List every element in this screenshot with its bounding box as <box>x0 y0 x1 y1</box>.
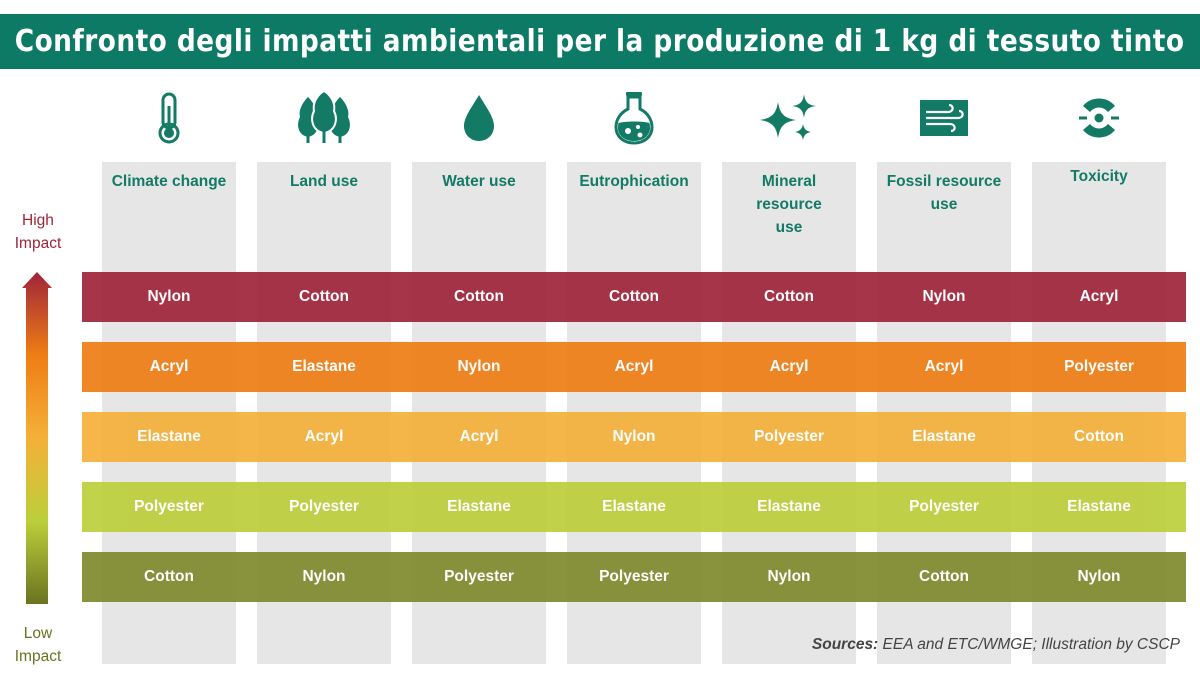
impact-row-medium: Elastane Acryl Acryl Nylon Polyester Ela… <box>82 412 1186 462</box>
material-cell: Elastane <box>1067 498 1131 515</box>
material-cell: Nylon <box>147 288 191 305</box>
trees-icon <box>257 88 391 148</box>
material-cell: Cotton <box>1074 428 1124 445</box>
sources-text: EEA and ETC/WMGE; Illustration by CSCP <box>878 636 1180 653</box>
material-cell: Elastane <box>602 498 666 515</box>
material-cell: Cotton <box>144 568 194 585</box>
material-cell: Cotton <box>919 568 969 585</box>
material-cell: Acryl <box>304 428 344 445</box>
impact-row-high: Acryl Elastane Nylon Acryl Acryl Acryl P… <box>82 342 1186 392</box>
category-heading: Eutrophication <box>579 173 689 190</box>
material-cell: Nylon <box>457 358 501 375</box>
material-cell: Polyester <box>444 568 514 585</box>
material-cell: Cotton <box>609 288 659 305</box>
material-cell: Cotton <box>764 288 814 305</box>
low-impact-label: Low Impact <box>14 625 62 665</box>
water-drop-icon <box>412 88 546 148</box>
title-bar: Confronto degli impatti ambientali per l… <box>0 14 1200 69</box>
sources-label: Sources: <box>811 636 879 653</box>
material-cell: Elastane <box>292 358 356 375</box>
material-cell: Polyester <box>134 498 204 515</box>
category-heading: Toxicity <box>1070 168 1128 185</box>
material-cell: Nylon <box>922 288 966 305</box>
category-heading: Water use <box>442 173 516 190</box>
thermometer-icon <box>102 88 236 148</box>
material-cell: Cotton <box>299 288 349 305</box>
impact-row-low: Polyester Polyester Elastane Elastane El… <box>82 482 1186 532</box>
impact-row-highest: Nylon Cotton Cotton Cotton Cotton Nylon … <box>82 272 1186 322</box>
impact-row-lowest: Cotton Nylon Polyester Polyester Nylon C… <box>82 552 1186 602</box>
material-cell: Polyester <box>1064 358 1134 375</box>
material-cell: Acryl <box>459 428 499 445</box>
material-cell: Acryl <box>614 358 654 375</box>
material-cell: Nylon <box>767 568 811 585</box>
toxicity-icon <box>1032 88 1166 148</box>
material-cell: Nylon <box>302 568 346 585</box>
material-cell: Polyester <box>754 428 824 445</box>
category-heading: Mineral resource use <box>756 173 822 236</box>
material-cell: Polyester <box>599 568 669 585</box>
category-heading: Fossil resource use <box>886 173 1002 213</box>
impact-scale-arrow <box>22 272 52 604</box>
material-cell: Cotton <box>454 288 504 305</box>
material-cell: Acryl <box>1079 288 1119 305</box>
material-cell: Polyester <box>289 498 359 515</box>
high-impact-label: High Impact <box>14 212 62 252</box>
sparkles-icon <box>722 88 856 148</box>
flask-icon <box>567 88 701 148</box>
category-heading: Climate change <box>111 173 227 190</box>
material-cell: Elastane <box>447 498 511 515</box>
page-title: Confronto degli impatti ambientali per l… <box>15 24 1185 59</box>
material-cell: Nylon <box>1077 568 1121 585</box>
material-cell: Elastane <box>137 428 201 445</box>
material-cell: Polyester <box>909 498 979 515</box>
category-heading: Land use <box>289 173 359 190</box>
material-cell: Acryl <box>924 358 964 375</box>
material-cell: Elastane <box>912 428 976 445</box>
sources-note: Sources: EEA and ETC/WMGE; Illustration … <box>812 636 1180 654</box>
material-cell: Acryl <box>769 358 809 375</box>
material-cell: Elastane <box>757 498 821 515</box>
wind-icon <box>877 88 1011 148</box>
material-cell: Acryl <box>149 358 189 375</box>
material-cell: Nylon <box>612 428 656 445</box>
top-strip <box>0 0 1200 14</box>
